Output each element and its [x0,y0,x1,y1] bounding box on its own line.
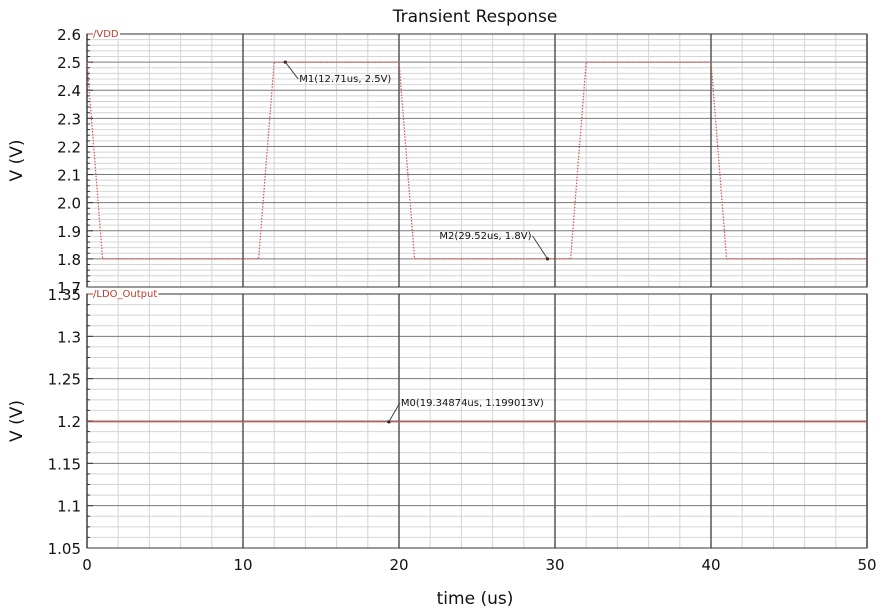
plot-frame [86,293,868,549]
marker-label: M2(29.52us, 1.8V) [439,231,531,242]
legend-label: /VDD [93,29,119,40]
y-tick-label: 2.2 [57,138,81,156]
y-tick-label: 1.35 [48,286,81,304]
y-tick-label: 1.05 [48,540,81,558]
x-tick-label: 10 [233,556,252,574]
chart-panel-2: 1.35 1.3 1.25 1.2 1.15 1.1 1.05 V (V) /LDO_Outpu… [7,286,877,609]
y-tick-label: 1.3 [57,328,81,346]
plot-area [87,34,867,287]
chart-panel-1: 2.6 2.5 2.4 2.3 2.2 2.1 2.0 1.9 1.8 1.7 V (V) /VDD M… [7,7,868,297]
marker-leader [284,61,299,80]
x-axis-title: time (us) [437,589,514,609]
y-tick-label: 1.8 [57,251,81,269]
y-tick-label: 1.15 [48,455,81,473]
y-tick-label: 2.4 [57,82,81,100]
y-axis-title: V (V) [7,140,27,182]
x-tick-label: 0 [82,556,92,574]
chart-title: Transient Response [392,7,558,27]
y-tick-label: 1.25 [48,371,81,389]
marker-label: M1(12.71us, 2.5V) [299,74,391,85]
y-tick-label: 1.7 [57,279,81,297]
y-tick-label: 2.0 [57,195,81,213]
marker-leader [532,235,548,260]
y-tick-label: 1.2 [57,413,81,431]
legend-background [89,289,160,299]
y-tick-label: 1.9 [57,223,81,241]
y-tick-label: 2.6 [57,26,81,44]
x-tick-label: 50 [857,556,876,574]
legend-label: /LDO_Output [93,289,157,300]
y-tick-label: 2.3 [57,110,81,128]
y-tick-label: 2.1 [57,167,81,185]
marker-leader [388,402,401,423]
x-tick-label: 20 [389,556,408,574]
legend-entry: /LDO_Output [88,289,164,300]
x-tick-label: 30 [545,556,564,574]
y-tick-label: 1.1 [57,498,81,516]
y-tick-label: 2.5 [57,54,81,72]
legend-entry: /VDD [88,29,125,40]
y-axis-title: V (V) [7,400,27,442]
plot-frame [86,33,868,288]
x-tick-label: 40 [701,556,720,574]
legend-background [89,29,121,39]
series-line-1-1 [86,61,867,260]
marker-label: M0(19.34874us, 1.199013V) [401,398,544,409]
